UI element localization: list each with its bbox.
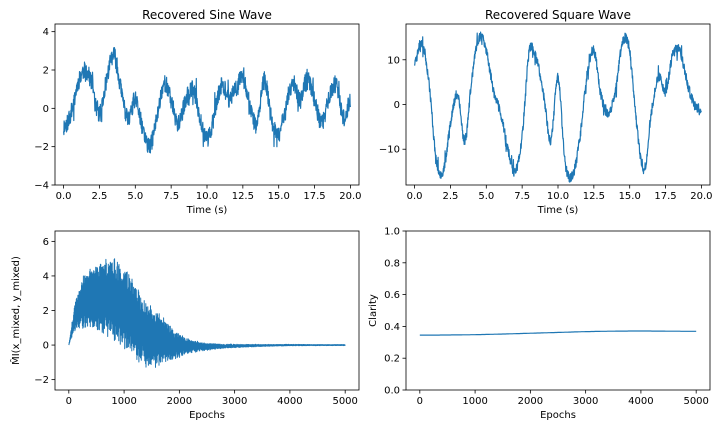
x-axis-label: Epochs xyxy=(540,410,576,421)
x-tick-label: 7.5 xyxy=(163,191,179,202)
y-tick-label: 0 xyxy=(43,104,49,115)
y-tick-label: 0.6 xyxy=(384,290,400,301)
x-tick-label: 10.0 xyxy=(196,191,218,202)
x-tick-label: 2.5 xyxy=(442,191,458,202)
y-tick-label: 0.4 xyxy=(384,322,400,333)
y-axis-label: Clarity xyxy=(368,294,379,327)
series-line xyxy=(419,330,697,336)
y-tick-label: 4 xyxy=(43,27,49,38)
y-tick-label: 2 xyxy=(43,66,49,77)
y-tick-label: 0 xyxy=(394,100,400,111)
x-tick-label: 4000 xyxy=(277,396,302,407)
y-tick-label: 6 xyxy=(43,237,49,248)
x-tick-label: 20.0 xyxy=(339,191,361,202)
x-tick-label: 4000 xyxy=(628,396,653,407)
y-tick-label: 2 xyxy=(43,306,49,317)
chart-panel-2: 0.0 2.5 5.0 7.5 10.0 12.5 15.0 17.5 20.0 −10 0 10 Re… xyxy=(379,8,713,216)
y-tick-label: 10 xyxy=(387,55,400,66)
y-tick-label: 4 xyxy=(43,271,49,282)
x-tick-label: 0 xyxy=(417,396,423,407)
x-tick-label: 0.0 xyxy=(407,191,423,202)
x-tick-label: 17.5 xyxy=(303,191,325,202)
chart-title: Recovered Square Wave xyxy=(485,8,631,22)
x-tick-label: 0 xyxy=(66,396,72,407)
y-axis-label: M̂I(x_mixed, y_mixed) xyxy=(9,256,22,365)
x-tick-label: 2000 xyxy=(167,396,192,407)
x-tick-label: 12.5 xyxy=(583,191,605,202)
y-tick-label: 1.0 xyxy=(384,227,400,238)
series-line xyxy=(68,258,346,368)
axes-frame xyxy=(405,23,711,186)
x-tick-label: 5.0 xyxy=(127,191,143,202)
x-tick-label: 20.0 xyxy=(690,191,712,202)
y-tick-label: 0.0 xyxy=(384,386,400,397)
y-tick-label: −4 xyxy=(34,181,49,192)
x-tick-label: 7.5 xyxy=(514,191,530,202)
x-axis-label: Epochs xyxy=(189,410,225,421)
chart-title: Recovered Sine Wave xyxy=(142,8,272,22)
x-tick-label: 2.5 xyxy=(91,191,107,202)
series-line xyxy=(414,31,702,183)
chart-panel-4: 0 1000 2000 3000 4000 5000 0.0 0.2 0.4 0.6 0.8 1.0 E… xyxy=(368,227,711,421)
y-tick-label: 0 xyxy=(43,341,49,352)
x-tick-label: 1000 xyxy=(462,396,487,407)
x-tick-label: 2000 xyxy=(518,396,543,407)
y-tick-label: 0.8 xyxy=(384,258,400,269)
axes-frame xyxy=(405,230,711,391)
chart-panel-3: 0 1000 2000 3000 4000 5000 −2 0 2 4 6 Epochs M̂I(x_m… xyxy=(9,230,360,421)
y-tick-label: −10 xyxy=(379,145,400,156)
y-tick-label: −2 xyxy=(34,142,49,153)
x-tick-label: 0.0 xyxy=(56,191,72,202)
x-tick-label: 15.0 xyxy=(619,191,641,202)
series-line xyxy=(63,47,351,154)
x-tick-label: 5000 xyxy=(683,396,708,407)
y-tick-label: −2 xyxy=(34,375,49,386)
x-tick-label: 3000 xyxy=(222,396,247,407)
x-axis-label: Time (s) xyxy=(186,205,228,216)
x-tick-label: 5.0 xyxy=(478,191,494,202)
x-axis-label: Time (s) xyxy=(537,205,579,216)
x-tick-label: 10.0 xyxy=(547,191,569,202)
x-tick-label: 15.0 xyxy=(268,191,290,202)
x-tick-label: 17.5 xyxy=(654,191,676,202)
y-tick-label: 0.2 xyxy=(384,354,400,365)
x-tick-label: 3000 xyxy=(573,396,598,407)
x-tick-label: 1000 xyxy=(111,396,136,407)
chart-panel-1: 0.0 2.5 5.0 7.5 10.0 12.5 15.0 17.5 20.0 −4 −2 0 2 4 R… xyxy=(34,8,361,216)
x-tick-label: 12.5 xyxy=(232,191,254,202)
x-tick-label: 5000 xyxy=(332,396,357,407)
